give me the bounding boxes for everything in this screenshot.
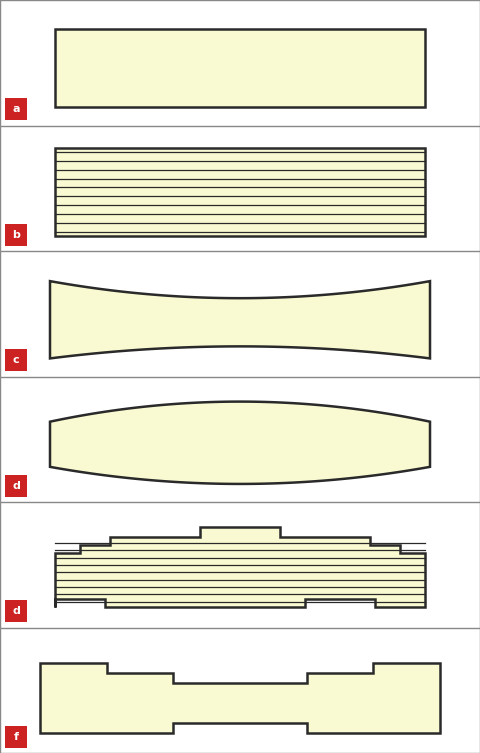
Bar [55,29,425,108]
Text: b: b [12,230,20,240]
Bar [5,224,27,246]
Bar [5,726,27,748]
Polygon shape [40,663,440,733]
Polygon shape [55,527,425,608]
Bar [5,349,27,371]
Text: f: f [13,732,19,742]
Text: d: d [12,481,20,491]
Text: a: a [12,105,20,114]
Bar [5,99,27,120]
Bar [5,600,27,623]
Bar [5,475,27,497]
Polygon shape [50,281,430,358]
Text: d: d [12,606,20,617]
Bar [55,148,425,236]
Polygon shape [50,401,430,484]
Text: c: c [12,355,19,365]
